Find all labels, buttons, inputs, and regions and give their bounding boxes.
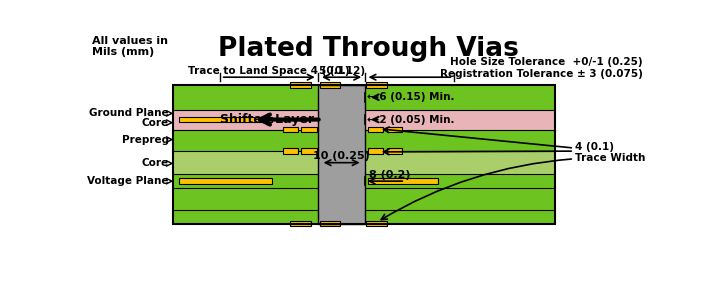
Bar bbox=[302, 149, 317, 154]
Text: Ground Plane: Ground Plane bbox=[89, 108, 169, 118]
Bar bbox=[320, 82, 340, 87]
Bar bbox=[283, 127, 298, 132]
Text: 8 (0.2): 8 (0.2) bbox=[369, 170, 410, 179]
Text: Voltage Plane: Voltage Plane bbox=[88, 176, 169, 186]
Bar bbox=[368, 149, 383, 154]
Text: Shifted Layer: Shifted Layer bbox=[220, 113, 314, 126]
Bar bbox=[179, 178, 272, 184]
Bar bbox=[172, 151, 555, 174]
Bar bbox=[366, 82, 386, 87]
Bar bbox=[179, 117, 272, 122]
Bar bbox=[368, 127, 383, 132]
Bar bbox=[172, 110, 555, 130]
Bar bbox=[386, 127, 402, 132]
Text: All values in
Mils (mm): All values in Mils (mm) bbox=[92, 36, 168, 57]
Bar bbox=[172, 85, 555, 224]
Bar bbox=[318, 85, 365, 224]
Text: 4 (0.1)
Trace Width: 4 (0.1) Trace Width bbox=[575, 142, 645, 164]
Bar bbox=[291, 221, 311, 226]
Text: Trace to Land Space 4 (0.1): Trace to Land Space 4 (0.1) bbox=[188, 66, 350, 76]
Bar bbox=[320, 221, 340, 226]
Text: Core: Core bbox=[141, 118, 169, 128]
Text: Plated Through Vias: Plated Through Vias bbox=[218, 36, 519, 62]
Text: ← 2 (0.05) Min.: ← 2 (0.05) Min. bbox=[367, 114, 454, 125]
Text: 10 (0.25): 10 (0.25) bbox=[313, 151, 370, 161]
Text: Hole Size Tolerance  +0/-1 (0.25)
Registration Tolerance ± 3 (0.075): Hole Size Tolerance +0/-1 (0.25) Registr… bbox=[440, 57, 643, 79]
Bar bbox=[283, 149, 298, 154]
Bar bbox=[291, 82, 311, 87]
Bar bbox=[172, 85, 555, 224]
Bar bbox=[386, 149, 402, 154]
Text: Core: Core bbox=[141, 158, 169, 168]
Bar bbox=[318, 85, 365, 224]
Text: ← 6 (0.15) Min.: ← 6 (0.15) Min. bbox=[367, 92, 454, 102]
Bar bbox=[366, 221, 386, 226]
Text: 5 (0.12): 5 (0.12) bbox=[319, 66, 365, 76]
Text: Prepreg: Prepreg bbox=[121, 135, 169, 145]
Bar bbox=[302, 127, 317, 132]
Bar bbox=[368, 178, 438, 184]
